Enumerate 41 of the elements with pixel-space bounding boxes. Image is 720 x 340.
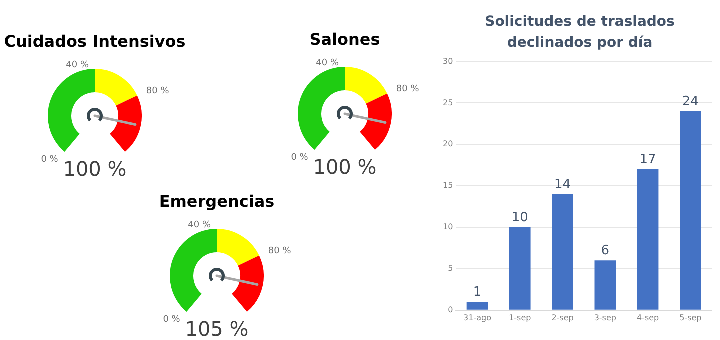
text: 100 % [63,157,127,181]
slice-label: 80 % [396,84,420,95]
x-tick-label: 3-sep [594,313,616,322]
y-tick-label: 30 [442,56,454,66]
slice-label: 80 % [146,86,170,97]
slice-label: 0 % [41,155,59,166]
text: 105 % [185,317,249,340]
x-tick-label: 1-sep [509,313,532,322]
data-label: 17 [640,152,656,168]
chart-title: Cuidados Intensivos [3,31,187,53]
bar [594,260,616,310]
slice-label: 80 % [268,246,292,257]
data-label: 24 [682,94,699,110]
x-tick-label: 4-sep [636,313,660,322]
text: 100 % [313,155,377,179]
bar [637,170,659,310]
data-label: 1 [473,284,482,300]
chart-title: Emergencias [158,191,276,213]
bar [466,302,488,310]
x-tick-label: 2-sep [552,313,574,322]
y-tick-label: 10 [442,222,454,232]
bar [680,112,702,310]
x-tick-label: 5-sep [680,313,702,322]
bar [552,194,574,310]
slice-label: 40 % [188,220,212,230]
data-label: 14 [554,177,572,192]
y-tick-label: 15 [442,181,454,190]
slice-label: 0 % [291,153,309,164]
y-tick-label: 0 [448,305,454,314]
slice-label: 40 % [66,60,90,70]
x-tick-label: 31-ago [464,313,492,322]
slice-label: 40 % [316,58,340,68]
chart-title: Solicitudes de traslados declinados por día [484,13,676,53]
data-label: 6 [601,244,610,259]
y-tick-label: 20 [442,140,454,149]
data-label: 10 [512,210,528,226]
y-tick-label: 5 [448,264,454,274]
slice-label: 0 % [163,315,181,326]
y-tick-label: 25 [442,98,454,108]
bar [509,228,531,310]
chart-title: Salones [308,29,382,51]
